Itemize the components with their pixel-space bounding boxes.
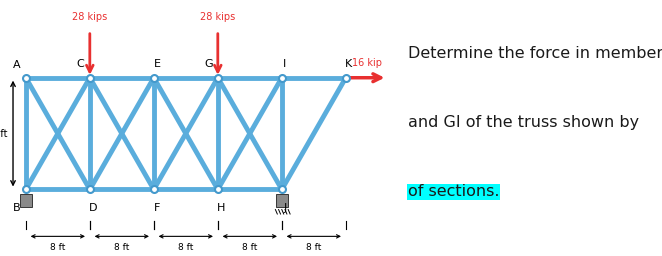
Text: of sections.: of sections. [408, 184, 499, 199]
Text: 8 ft: 8 ft [114, 243, 130, 252]
Text: C: C [76, 59, 84, 69]
Text: I: I [283, 59, 287, 69]
Text: H: H [217, 203, 225, 213]
Text: D: D [89, 203, 97, 213]
Text: 8 ft: 8 ft [178, 243, 193, 252]
Text: A: A [13, 60, 20, 70]
Bar [276, 194, 287, 207]
Text: Determine the force in members EF: Determine the force in members EF [408, 46, 662, 61]
Text: G: G [204, 59, 213, 69]
Text: and GI of the truss shown by: and GI of the truss shown by [408, 115, 644, 130]
Text: 8 ft: 8 ft [50, 243, 66, 252]
Text: 28 kips: 28 kips [200, 12, 236, 22]
Text: F: F [154, 203, 160, 213]
Text: B: B [13, 203, 20, 213]
Text: 16 kip: 16 kip [352, 58, 382, 68]
Text: K: K [346, 59, 353, 69]
Text: E: E [154, 59, 160, 69]
Text: 8 ft: 8 ft [306, 243, 322, 252]
Text: 28 kips: 28 kips [72, 12, 107, 22]
Text: J: J [283, 203, 287, 213]
Bar [20, 194, 32, 207]
Text: 8 ft: 8 ft [242, 243, 258, 252]
Text: 10 ft: 10 ft [0, 129, 8, 138]
